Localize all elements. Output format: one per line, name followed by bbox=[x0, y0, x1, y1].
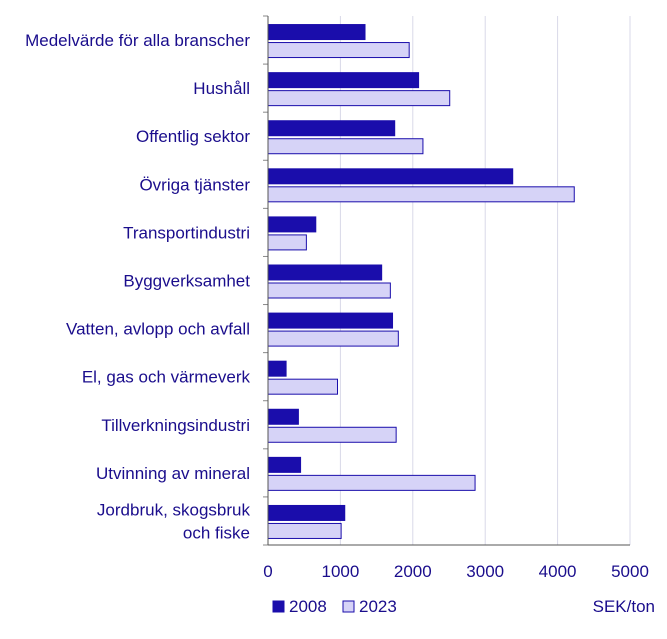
bar-2008-9 bbox=[267, 456, 302, 473]
x-tick-label: 2000 bbox=[394, 562, 432, 581]
category-label: Tillverkningsindustri bbox=[101, 416, 250, 435]
bar-2008-2 bbox=[267, 120, 396, 137]
bar-2008-0 bbox=[267, 24, 366, 41]
bar-2008-4 bbox=[267, 216, 317, 233]
bar-2008-8 bbox=[267, 408, 299, 425]
category-label: och fiske bbox=[183, 523, 250, 542]
bar-2023-4 bbox=[267, 234, 307, 251]
bar-2023-5 bbox=[267, 282, 391, 299]
bar-2023-8 bbox=[267, 426, 397, 443]
bar-2023-9 bbox=[267, 474, 476, 491]
bar-2008-10 bbox=[267, 504, 346, 521]
bar-2008-6 bbox=[267, 312, 394, 329]
bar-2023-0 bbox=[267, 42, 410, 59]
x-tick-label: 1000 bbox=[321, 562, 359, 581]
bar-2008-1 bbox=[267, 72, 420, 89]
x-tick-label: 3000 bbox=[466, 562, 504, 581]
bar-2023-7 bbox=[267, 378, 339, 395]
bar-2023-2 bbox=[267, 138, 424, 155]
category-label: Utvinning av mineral bbox=[96, 464, 250, 483]
bar-2008-7 bbox=[267, 360, 287, 377]
bar-2023-6 bbox=[267, 330, 399, 347]
category-label: Vatten, avlopp och avfall bbox=[66, 320, 250, 339]
category-label: El, gas och värmeverk bbox=[82, 368, 251, 387]
category-label: Jordbruk, skogsbruk bbox=[97, 500, 251, 519]
bar-2023-3 bbox=[267, 186, 575, 203]
bar-2023-1 bbox=[267, 90, 451, 107]
legend-swatch-2023 bbox=[342, 600, 355, 613]
x-tick-label: 5000 bbox=[611, 562, 649, 581]
legend-swatch-2008 bbox=[272, 600, 285, 613]
bar-2023-10 bbox=[267, 522, 342, 539]
bar-2008-5 bbox=[267, 264, 383, 281]
x-tick-label: 0 bbox=[263, 562, 272, 581]
legend-label-2023: 2023 bbox=[359, 597, 397, 616]
category-label: Offentlig sektor bbox=[136, 127, 250, 146]
x-unit-label: SEK/ton bbox=[593, 597, 655, 616]
legend-label-2008: 2008 bbox=[289, 597, 327, 616]
x-tick-label: 4000 bbox=[539, 562, 577, 581]
bar-2008-3 bbox=[267, 168, 514, 185]
category-label: Medelvärde för alla branscher bbox=[25, 31, 250, 50]
category-label: Hushåll bbox=[193, 79, 250, 98]
category-label: Transportindustri bbox=[123, 223, 250, 242]
category-label: Övriga tjänster bbox=[139, 175, 250, 194]
category-label: Byggverksamhet bbox=[123, 272, 250, 291]
